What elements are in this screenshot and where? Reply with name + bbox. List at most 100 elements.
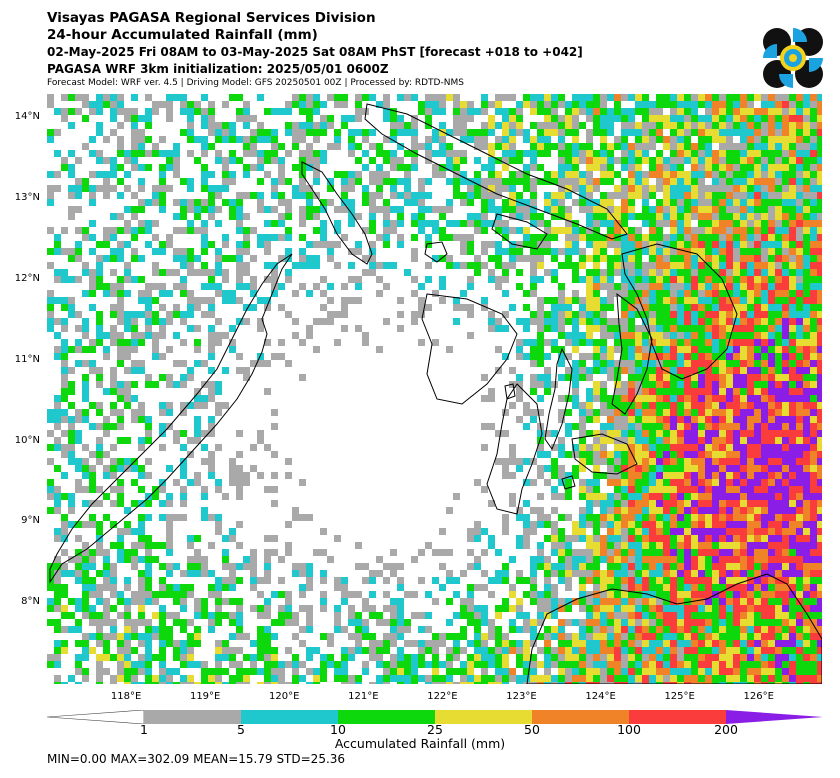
rain-cell [194, 199, 201, 206]
rain-cell [810, 283, 817, 290]
rain-cell [803, 304, 810, 311]
rain-cell [236, 115, 243, 122]
rain-cell [117, 395, 124, 402]
rain-cell [446, 206, 453, 213]
rain-cell [810, 262, 817, 269]
rain-cell [61, 157, 68, 164]
rain-cell [82, 185, 89, 192]
rain-cell [537, 297, 544, 304]
rain-cell [740, 360, 747, 367]
rain-cell [299, 108, 306, 115]
rain-cell [75, 437, 82, 444]
rain-cell [397, 612, 404, 619]
rain-cell [565, 423, 572, 430]
rain-cell [698, 143, 705, 150]
rain-cell [803, 318, 810, 325]
rain-cell [635, 213, 642, 220]
rain-cell [628, 591, 635, 598]
agency-title: Visayas PAGASA Regional Services Divisio… [47, 10, 376, 26]
rain-cell [341, 577, 348, 584]
rain-cell [635, 521, 642, 528]
rain-cell [712, 171, 719, 178]
rain-cell [803, 178, 810, 185]
rain-cell [348, 129, 355, 136]
rain-cell [782, 605, 789, 612]
rain-cell [264, 248, 271, 255]
rain-cell [579, 311, 586, 318]
rain-cell [691, 318, 698, 325]
rain-cell [642, 528, 649, 535]
rain-cell [670, 318, 677, 325]
rain-cell [110, 472, 117, 479]
rain-cell [348, 143, 355, 150]
rain-cell [187, 262, 194, 269]
rain-cell [761, 395, 768, 402]
rain-cell [579, 598, 586, 605]
rain-cell [712, 528, 719, 535]
rain-cell [796, 619, 803, 626]
rain-cell [397, 122, 404, 129]
rain-cell [740, 479, 747, 486]
rain-cell [558, 164, 565, 171]
rain-cell [474, 255, 481, 262]
rain-cell [509, 206, 516, 213]
rain-cell [733, 507, 740, 514]
rain-cell [698, 493, 705, 500]
rain-cell [642, 430, 649, 437]
rain-cell [621, 178, 628, 185]
rain-cell [47, 325, 54, 332]
rain-cell [677, 381, 684, 388]
rain-cell [691, 332, 698, 339]
rain-cell [796, 185, 803, 192]
rain-cell [243, 150, 250, 157]
rain-cell [586, 185, 593, 192]
rain-cell [754, 255, 761, 262]
rain-cell [747, 395, 754, 402]
rain-cell [789, 458, 796, 465]
rain-cell [138, 437, 145, 444]
rain-cell [418, 108, 425, 115]
rain-cell [761, 479, 768, 486]
rain-cell [628, 451, 635, 458]
rain-cell [89, 521, 96, 528]
rain-cell [677, 143, 684, 150]
rain-cell [138, 514, 145, 521]
rain-cell [96, 591, 103, 598]
rain-cell [61, 528, 68, 535]
rain-cell [110, 402, 117, 409]
rain-cell [705, 220, 712, 227]
rain-cell [117, 353, 124, 360]
rain-cell [621, 255, 628, 262]
rain-cell [397, 192, 404, 199]
rain-cell [649, 227, 656, 234]
rain-cell [726, 605, 733, 612]
rain-cell [390, 605, 397, 612]
rain-cell [579, 549, 586, 556]
rain-cell [761, 612, 768, 619]
rain-cell [215, 192, 222, 199]
rain-cell [796, 206, 803, 213]
rain-cell [544, 227, 551, 234]
rain-cell [138, 178, 145, 185]
rain-cell [257, 129, 264, 136]
rain-cell [649, 164, 656, 171]
rain-cell [614, 192, 621, 199]
rain-cell [138, 227, 145, 234]
rain-cell [131, 164, 138, 171]
rain-cell [229, 619, 236, 626]
rain-cell [803, 353, 810, 360]
rain-cell [439, 108, 446, 115]
rain-cell [236, 297, 243, 304]
rain-cell [656, 493, 663, 500]
rain-cell [796, 269, 803, 276]
rain-cell [586, 171, 593, 178]
rain-cell [656, 528, 663, 535]
rain-cell [754, 360, 761, 367]
rain-cell [789, 290, 796, 297]
rain-cell [425, 192, 432, 199]
rain-cell [705, 556, 712, 563]
rain-cell [796, 346, 803, 353]
rain-cell [677, 150, 684, 157]
rain-cell [446, 234, 453, 241]
rain-cell [586, 605, 593, 612]
